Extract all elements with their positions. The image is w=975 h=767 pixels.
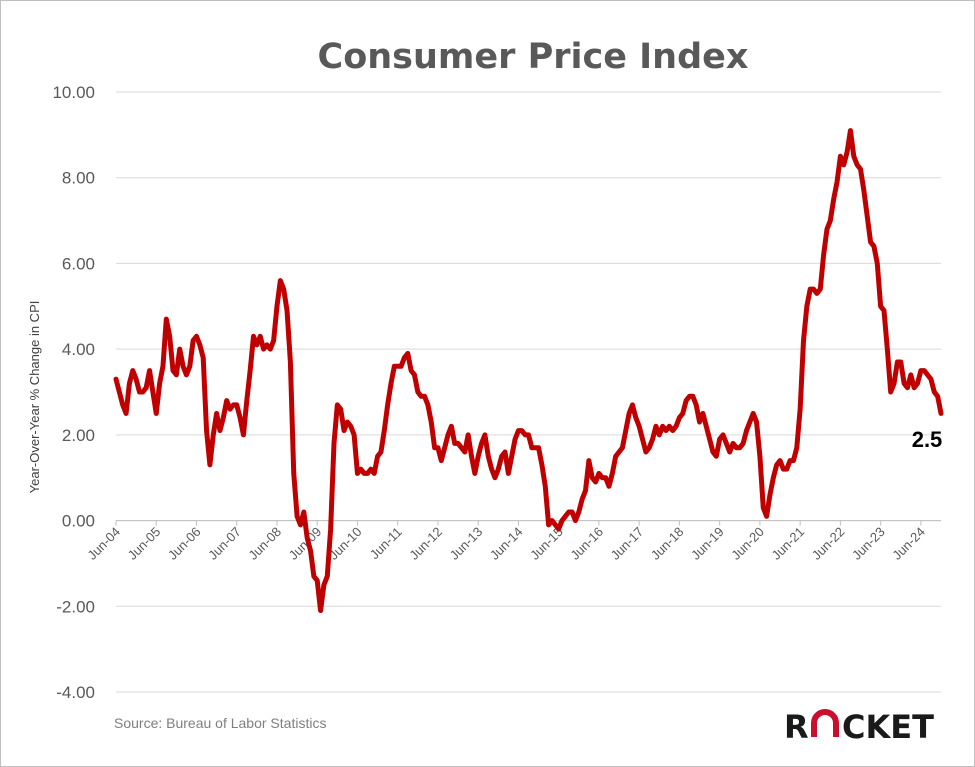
x-tick-label: Jun-20: [728, 524, 767, 563]
y-axis-ticks: -4.00 -2.00 0.00 2.00 4.00 6.00 8.00 10.00: [52, 83, 95, 702]
x-tick-label: Jun-08: [245, 524, 284, 563]
x-tick-label: Jun-18: [648, 524, 687, 563]
x-tick-label: Jun-12: [406, 524, 445, 563]
rocket-logo: R CKET: [784, 708, 934, 746]
y-tick-label: 4.00: [62, 340, 95, 359]
gridlines: [116, 91, 941, 693]
y-tick-label: 2.00: [62, 426, 95, 445]
y-tick-label: 8.00: [62, 169, 95, 188]
x-tick-label: Jun-11: [367, 524, 405, 562]
y-tick-label: 6.00: [62, 254, 95, 273]
x-tick-label: Jun-23: [849, 524, 888, 563]
y-tick-label: -4.00: [56, 683, 95, 702]
x-tick-label: Jun-13: [447, 524, 486, 563]
x-tick-label: Jun-24: [889, 524, 928, 563]
y-tick-label: 0.00: [62, 512, 95, 531]
last-value-label: 2.5: [912, 427, 943, 452]
x-tick-label: Jun-14: [487, 524, 526, 563]
series-line-cpi: [113, 128, 944, 614]
x-tick-label: Jun-21: [769, 524, 808, 563]
logo-o-mark-icon: [811, 709, 839, 737]
y-axis-label: Year-Over-Year % Change in CPI: [27, 301, 42, 494]
x-tick-label: Jun-22: [809, 524, 848, 563]
x-tick-label: Jun-17: [608, 524, 647, 563]
chart-title: Consumer Price Index: [318, 37, 749, 77]
logo-letter-r: R: [784, 708, 809, 746]
x-tick-label: Jun-07: [205, 524, 244, 563]
logo-letters-cket: CKET: [842, 708, 934, 746]
x-tick-label: Jun-05: [125, 524, 164, 563]
source-note: Source: Bureau of Labor Statistics: [114, 715, 326, 731]
x-tick-label: Jun-16: [567, 524, 606, 563]
y-tick-label: -2.00: [56, 597, 95, 616]
y-tick-label: 10.00: [52, 83, 95, 102]
x-axis-ticks: Jun-04 Jun-05 Jun-06 Jun-07 Jun-08 Jun-09 Jun-…: [84, 520, 928, 563]
x-tick-label: Jun-06: [165, 524, 204, 563]
x-tick-label: Jun-19: [688, 524, 727, 563]
